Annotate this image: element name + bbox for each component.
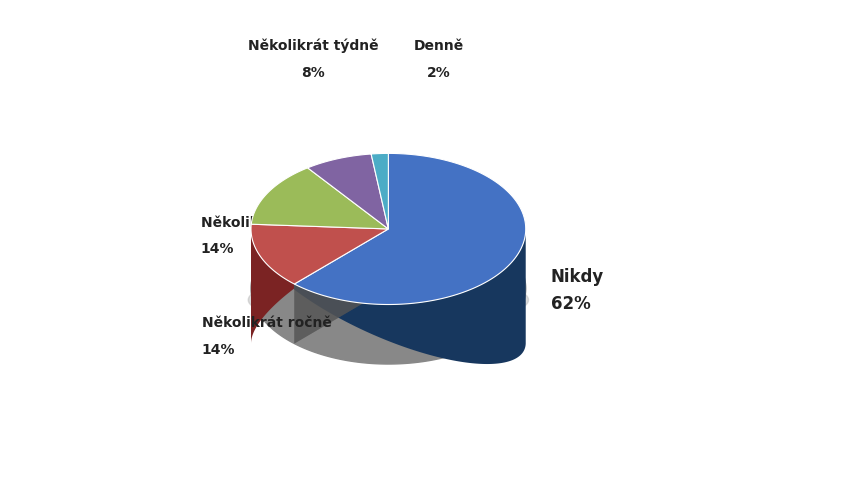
Text: Několikrát měsíčně: Několikrát měsíčně bbox=[201, 215, 351, 229]
Polygon shape bbox=[294, 230, 525, 364]
Polygon shape bbox=[294, 229, 388, 344]
Polygon shape bbox=[248, 273, 529, 326]
Text: 62%: 62% bbox=[551, 295, 591, 313]
Polygon shape bbox=[251, 213, 526, 364]
Text: Nikdy: Nikdy bbox=[551, 268, 604, 286]
Polygon shape bbox=[251, 224, 388, 284]
Polygon shape bbox=[308, 154, 388, 229]
Text: Denně: Denně bbox=[414, 39, 464, 53]
Polygon shape bbox=[252, 168, 388, 229]
Polygon shape bbox=[294, 153, 526, 305]
Text: Několikrát týdně: Několikrát týdně bbox=[247, 39, 378, 54]
Text: 2%: 2% bbox=[427, 66, 450, 80]
Text: 8%: 8% bbox=[301, 66, 325, 80]
Polygon shape bbox=[371, 153, 388, 229]
Polygon shape bbox=[251, 229, 294, 344]
Polygon shape bbox=[294, 229, 388, 344]
Text: 14%: 14% bbox=[201, 242, 234, 256]
Text: Několikrát ročně: Několikrát ročně bbox=[201, 316, 332, 330]
Text: 14%: 14% bbox=[201, 343, 235, 357]
